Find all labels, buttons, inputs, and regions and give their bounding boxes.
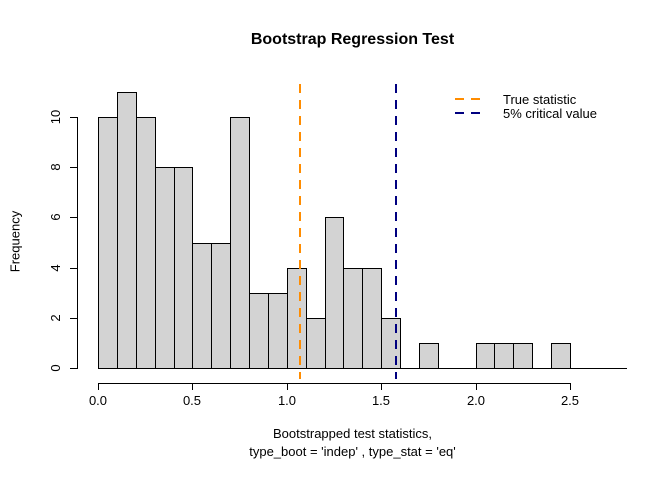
histogram-bar xyxy=(268,293,288,369)
histogram-bar xyxy=(513,343,533,369)
y-axis-tick xyxy=(70,268,77,269)
histogram-bar xyxy=(551,343,571,369)
y-axis-tick xyxy=(70,318,77,319)
chart-title: Bootstrap Regression Test xyxy=(250,31,455,48)
y-axis-label: Frequency xyxy=(7,210,23,273)
y-tick-label: 10 xyxy=(48,109,63,125)
x-tick-label: 2.5 xyxy=(560,393,580,408)
x-axis-line xyxy=(98,383,571,384)
histogram-bar xyxy=(306,318,326,369)
histogram-bar xyxy=(155,167,175,369)
histogram-bar xyxy=(287,268,307,369)
x-tick-label: 0.0 xyxy=(88,393,108,408)
x-axis-label-line2: type_boot = 'indep' , type_stat = 'eq' xyxy=(249,444,456,459)
histogram-bar xyxy=(325,217,344,369)
legend-label-critical-value: 5% critical value xyxy=(503,105,597,121)
x-axis-tick xyxy=(98,383,99,390)
histogram-bar xyxy=(419,343,439,369)
y-tick-label: 2 xyxy=(48,314,63,322)
x-axis-tick xyxy=(381,383,382,390)
x-axis-label-line1: Bootstrapped test statistics, xyxy=(273,426,432,441)
x-axis-tick xyxy=(192,383,193,390)
legend: True statistic 5% critical value xyxy=(455,91,597,121)
histogram-bar xyxy=(476,343,495,369)
critical-value-line xyxy=(395,84,397,379)
histogram-bar xyxy=(343,268,363,369)
orange-dashed-line-icon xyxy=(455,98,480,100)
x-axis-tick xyxy=(476,383,477,390)
y-tick-label: 6 xyxy=(48,213,63,221)
histogram-bar xyxy=(174,167,193,369)
legend-item-critical-value: 5% critical value xyxy=(455,105,597,121)
histogram-bar xyxy=(136,117,156,369)
histogram-bar xyxy=(211,243,231,369)
y-axis-line xyxy=(77,117,78,369)
x-tick-label: 0.5 xyxy=(182,393,202,408)
histogram-baseline xyxy=(98,368,627,369)
histogram-bar xyxy=(249,293,269,369)
y-axis-tick xyxy=(70,167,77,168)
histogram-bar xyxy=(494,343,514,369)
x-tick-label: 1.5 xyxy=(371,393,391,408)
y-axis-tick xyxy=(70,117,77,118)
y-axis-tick xyxy=(70,368,77,369)
y-tick-label: 4 xyxy=(48,264,63,272)
x-axis-tick xyxy=(287,383,288,390)
true-statistic-line xyxy=(299,84,301,379)
navy-dashed-line-icon xyxy=(455,112,480,114)
x-tick-label: 1.0 xyxy=(277,393,297,408)
x-axis-tick xyxy=(570,383,571,390)
histogram-bar xyxy=(381,318,401,369)
histogram-bar xyxy=(98,117,118,369)
y-tick-label: 0 xyxy=(48,364,63,372)
y-axis-tick xyxy=(70,217,77,218)
histogram-bar xyxy=(230,117,250,369)
histogram-bar xyxy=(192,243,212,369)
legend-label-true-statistic: True statistic xyxy=(503,91,577,107)
histogram-bar xyxy=(117,92,137,369)
legend-item-true-statistic: True statistic xyxy=(455,91,597,107)
histogram-bar xyxy=(362,268,382,369)
y-tick-label: 8 xyxy=(48,163,63,171)
x-tick-label: 2.0 xyxy=(466,393,486,408)
